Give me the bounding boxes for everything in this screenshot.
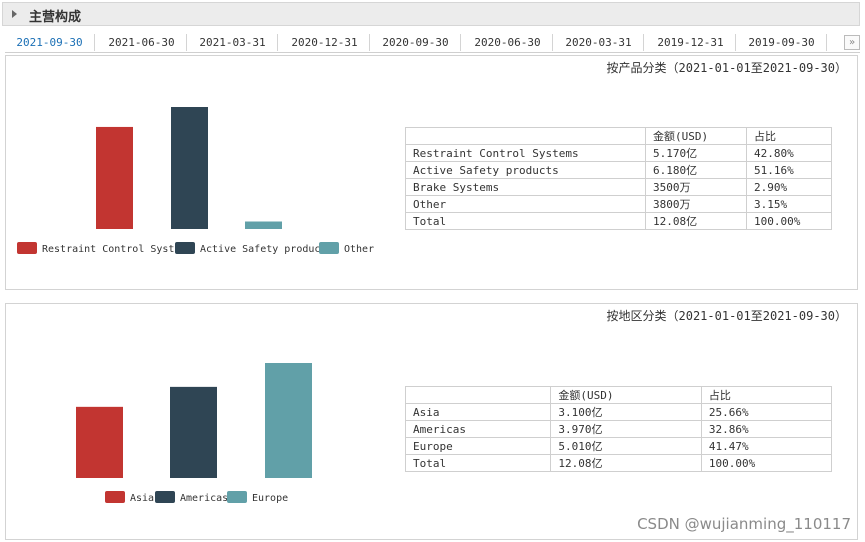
legend-label: Americas [180,493,228,504]
table-cell: 5.170亿 [645,144,747,162]
legend-label: Active Safety products [200,244,332,255]
bar-americas[interactable] [170,386,217,478]
legend-label: Other [344,244,374,255]
legend-swatch [175,242,195,254]
tabs-more-button[interactable]: » [844,35,860,50]
legend-swatch [227,491,247,503]
product-table: 金额(USD) 占比 Restraint Control Systems 5.170亿… [405,127,832,230]
table-row: Other 3800万 3.15% [405,195,832,213]
panel-title: 按地区分类（2021-01-01至2021-09-30） [606,309,848,323]
legend-item[interactable]: Other [319,242,374,255]
table-row: Total 12.08亿 100.00% [404,454,833,472]
tab-period-8[interactable]: 2019-09-30 [737,34,827,51]
table-cell: 42.80% [746,144,832,162]
table-cell: Active Safety products [405,161,646,179]
table-cell: 5.010亿 [550,437,702,455]
table-header-cell: 金额(USD) [645,127,747,145]
tab-period-2[interactable]: 2021-03-31 [188,34,278,51]
product-bar-chart: Restraint Control Systems Active Safety p… [17,107,374,255]
tab-period-3[interactable]: 2020-12-31 [280,34,370,51]
table-cell: Brake Systems [405,178,646,196]
tab-period-6[interactable]: 2020-03-31 [554,34,644,51]
table-cell: Restraint Control Systems [405,144,646,162]
bar-asia[interactable] [76,406,123,478]
legend-item[interactable]: Active Safety products [175,242,332,255]
region-table: 金额(USD) 占比 Asia 3.100亿 25.66% Americas 3.970亿 3… [404,386,833,472]
legend-swatch [17,242,37,254]
legend-swatch [319,242,339,254]
bar-other[interactable] [245,221,282,229]
table-cell: 12.08亿 [550,454,702,472]
table-cell: 32.86% [700,420,833,438]
table-header-cell: 占比 [700,386,833,404]
legend-item[interactable]: Americas [155,491,228,504]
region-breakdown-panel: 按地区分类（2021-01-01至2021-09-30） Asia America… [5,303,858,540]
table-cell: 12.08亿 [645,212,747,230]
legend-swatch [155,491,175,503]
bar-restraint-control-systems[interactable] [96,126,133,229]
legend-label: Asia [130,493,154,504]
table-row: Active Safety products 6.180亿 51.16% [405,161,832,179]
panel-title: 按产品分类（2021-01-01至2021-09-30） [606,61,848,75]
legend-label: Restraint Control Systems [42,244,193,255]
region-bar-chart: Asia Americas Europe [76,363,312,504]
period-tabs: 2021-09-30 2021-06-30 2021-03-31 2020-12… [5,34,860,53]
table-cell: Europe [404,437,552,455]
tab-period-4[interactable]: 2020-09-30 [371,34,461,51]
table-row: Total 12.08亿 100.00% [405,212,832,230]
section-header[interactable]: 主营构成 [2,2,860,26]
table-cell: Total [405,212,646,230]
table-cell: 6.180亿 [645,161,747,179]
table-cell: Asia [404,403,552,421]
table-cell: Americas [404,420,552,438]
table-header-cell: 金额(USD) [550,386,702,404]
table-cell: 3.970亿 [550,420,702,438]
table-header-cell [405,127,646,145]
table-row: Europe 5.010亿 41.47% [404,437,833,455]
tab-period-5[interactable]: 2020-06-30 [463,34,553,51]
table-row: Americas 3.970亿 32.86% [404,420,833,438]
bar-europe[interactable] [265,363,312,478]
bar-active-safety-products[interactable] [171,107,208,229]
table-cell: 3500万 [645,178,747,196]
table-cell: 3.15% [746,195,832,213]
watermark: CSDN @wujianming_110117 [637,515,851,533]
section-title: 主营构成 [29,10,82,25]
table-cell: Other [405,195,646,213]
collapse-arrow-icon[interactable] [12,10,17,18]
legend-item[interactable]: Restraint Control Systems [17,242,193,255]
tab-period-1[interactable]: 2021-06-30 [97,34,187,51]
legend-label: Europe [252,493,288,504]
table-cell: 3800万 [645,195,747,213]
table-header-row: 金额(USD) 占比 [404,386,833,404]
table-cell: 3.100亿 [550,403,702,421]
legend-item[interactable]: Europe [227,491,288,504]
table-row: Asia 3.100亿 25.66% [404,403,833,421]
table-header-cell: 占比 [746,127,832,145]
table-cell: Total [404,454,552,472]
table-header-cell [404,386,552,404]
tab-period-0[interactable]: 2021-09-30 [5,34,95,51]
legend-item[interactable]: Asia [105,491,154,504]
product-breakdown-panel: 按产品分类（2021-01-01至2021-09-30） Restraint C… [5,55,858,290]
table-row: Restraint Control Systems 5.170亿 42.80% [405,144,832,162]
table-row: Brake Systems 3500万 2.90% [405,178,832,196]
table-cell: 100.00% [700,454,833,472]
table-cell: 41.47% [700,437,833,455]
legend-swatch [105,491,125,503]
tab-period-7[interactable]: 2019-12-31 [646,34,736,51]
table-header-row: 金额(USD) 占比 [405,127,832,145]
table-cell: 25.66% [700,403,833,421]
table-cell: 100.00% [746,212,832,230]
table-cell: 51.16% [746,161,832,179]
table-cell: 2.90% [746,178,832,196]
